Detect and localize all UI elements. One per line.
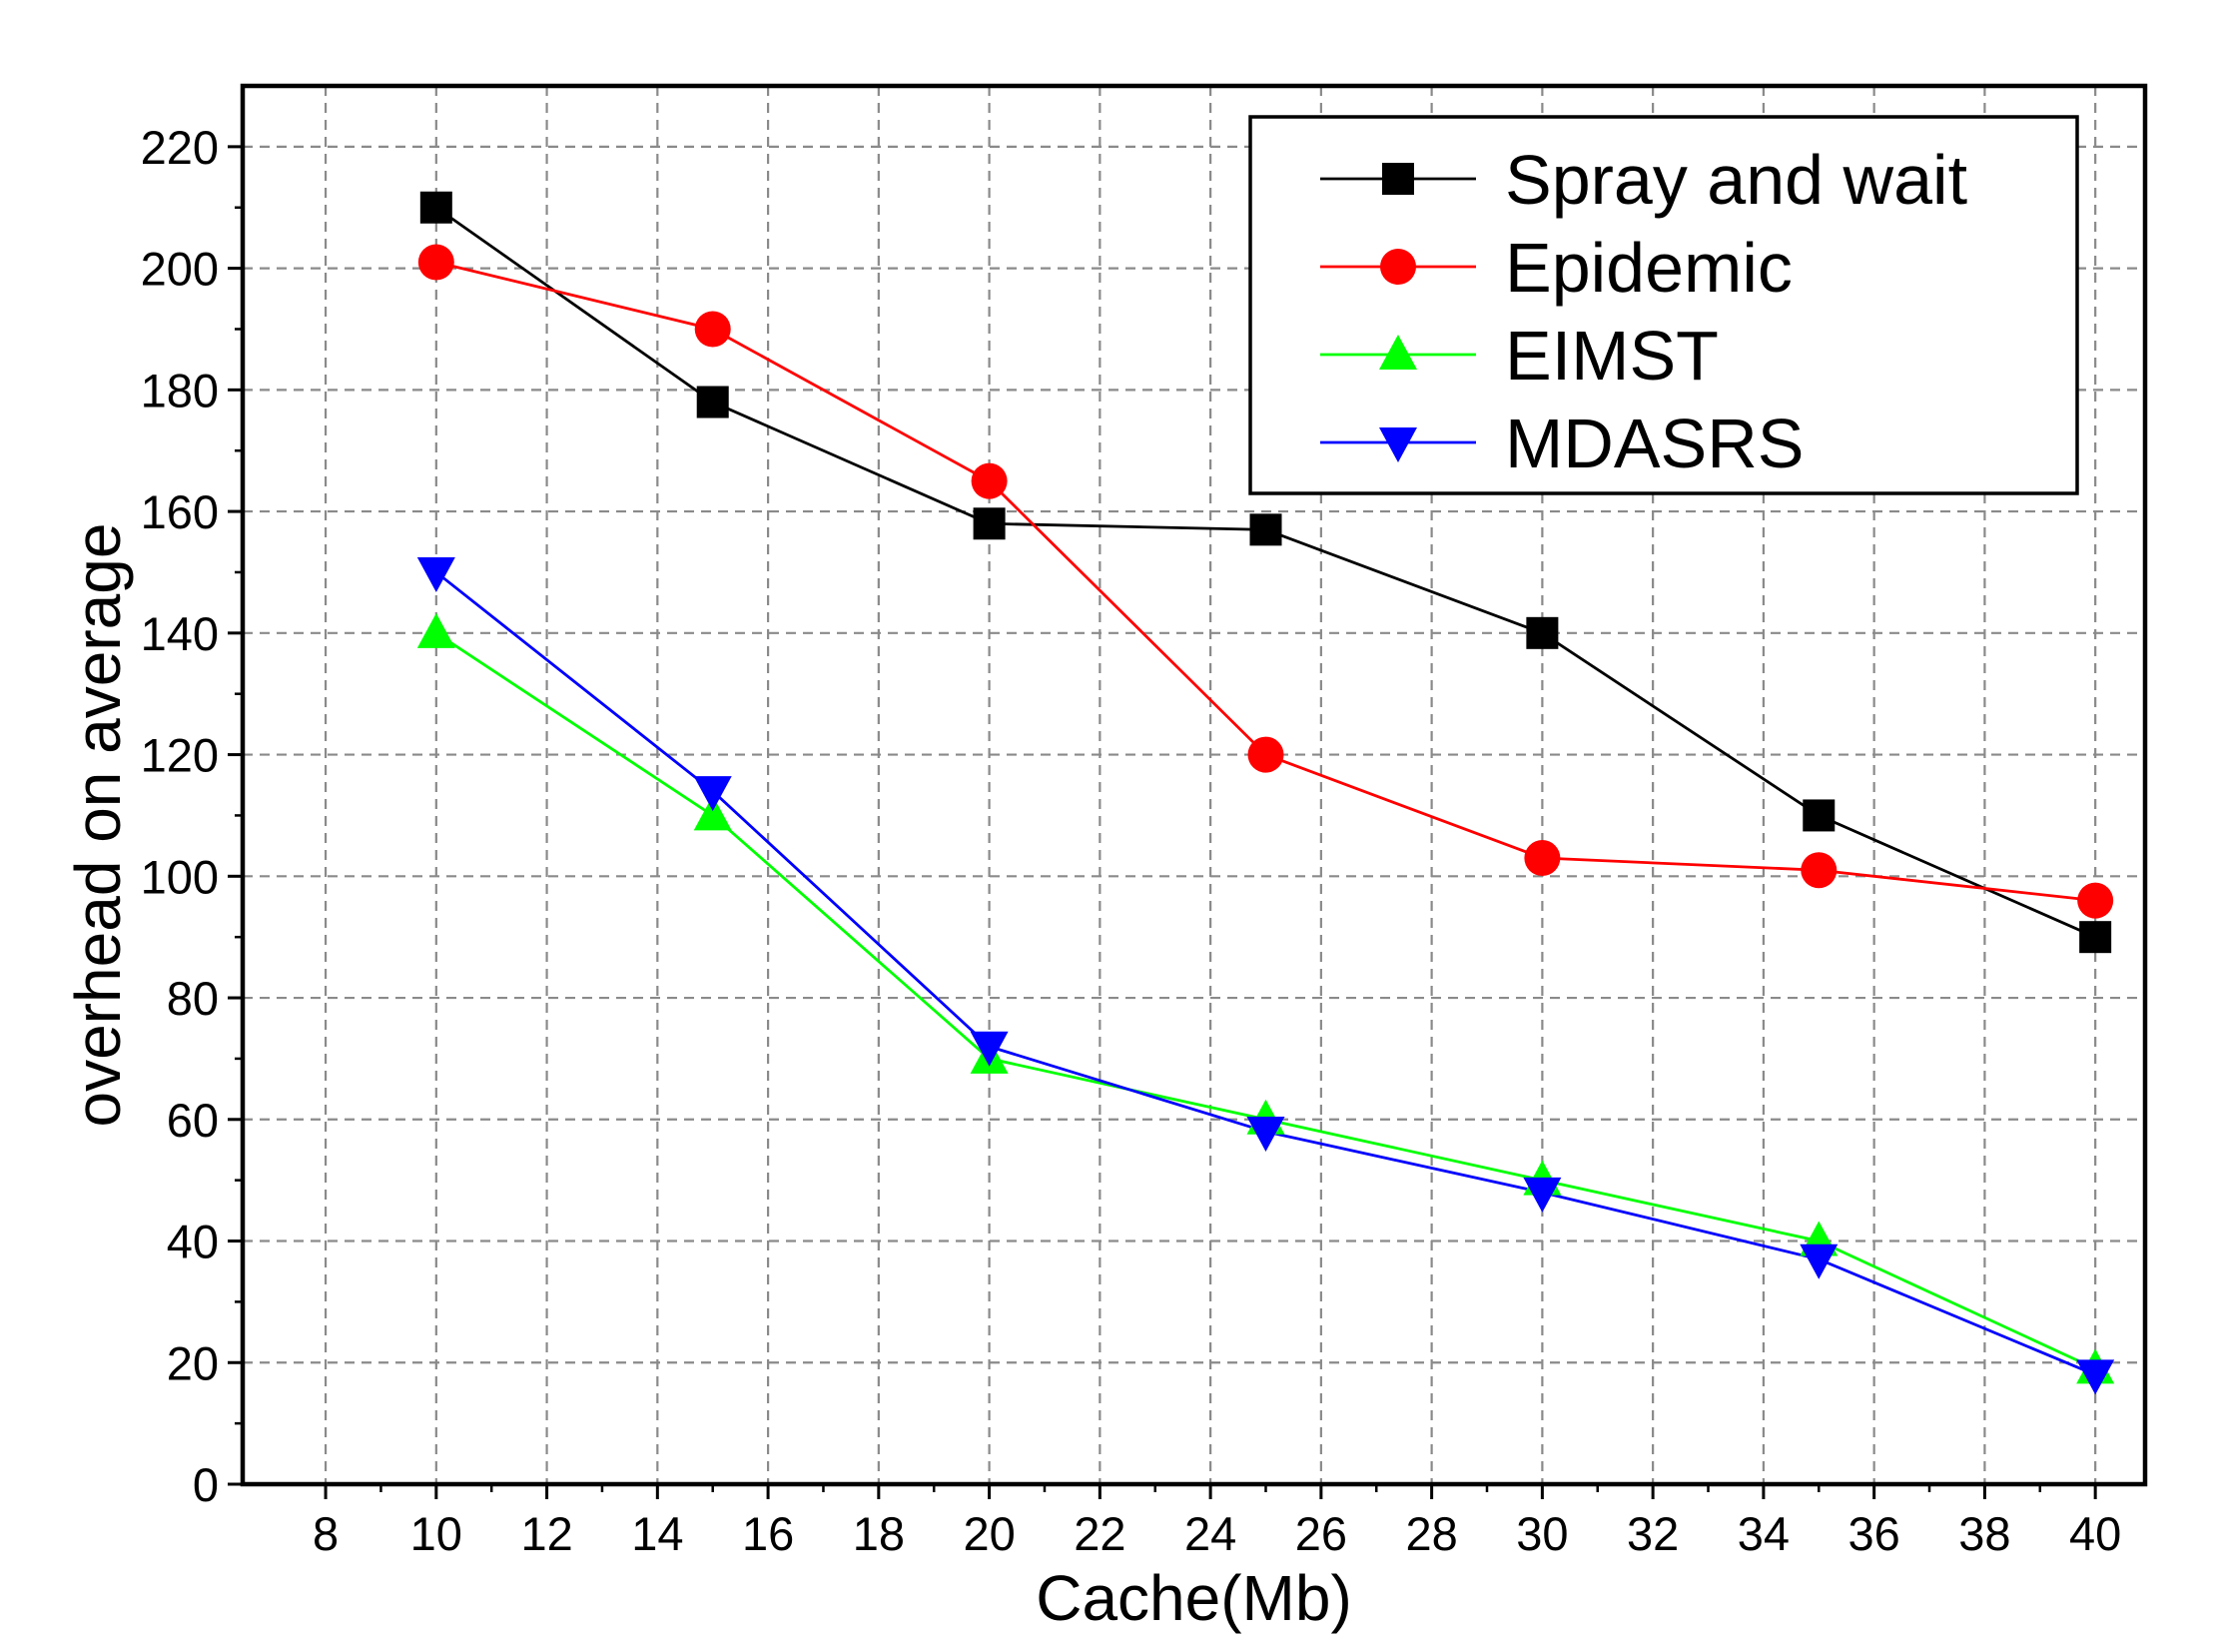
y-tick-label: 100 [141,850,219,903]
legend-label-mdasrs: MDASRS [1505,405,1804,482]
y-tick-label: 140 [141,607,219,660]
data-point-epidemic [2077,882,2114,919]
legend-label-eimst: EIMST [1505,317,1719,395]
axis-ticks [228,145,2097,1499]
x-tick-label: 10 [410,1507,462,1560]
data-point-epidemic [1524,840,1561,877]
gridlines [243,86,2145,1484]
x-tick-label: 26 [1295,1507,1347,1560]
data-point-spray-and-wait [1526,616,1559,649]
x-tick-label: 8 [313,1507,339,1560]
y-tick-label: 60 [167,1094,219,1147]
y-tick-label: 120 [141,729,219,782]
x-tick-label: 14 [631,1507,683,1560]
y-tick-label: 40 [167,1216,219,1268]
data-point-mdasrs [1800,1243,1839,1279]
x-tick-label: 30 [1516,1507,1568,1560]
data-point-spray-and-wait [2079,921,2112,954]
x-tick-label: 40 [2069,1507,2121,1560]
y-tick-label: 180 [141,364,219,416]
data-point-mdasrs [970,1031,1009,1067]
data-point-eimst [693,795,732,831]
legend-marker-spray-and-wait [1382,163,1414,195]
x-tick-label: 12 [520,1507,572,1560]
x-tick-label: 16 [742,1507,794,1560]
x-axis-title: Cache(Mb) [1036,1562,1352,1634]
x-tick-label: 32 [1627,1507,1679,1560]
data-point-mdasrs [693,776,732,812]
data-point-epidemic [1801,852,1838,889]
y-axis-title: overhead on average [62,523,134,1128]
legend-marker-epidemic [1380,249,1416,285]
legend-label-epidemic: Epidemic [1505,229,1793,307]
x-tick-label: 28 [1405,1507,1457,1560]
data-point-spray-and-wait [696,386,729,418]
y-tick-label: 20 [167,1336,219,1389]
y-tick-label: 220 [141,121,219,174]
data-point-epidemic [694,311,731,348]
x-tick-label: 20 [963,1507,1015,1560]
legend-label-spray-and-wait: Spray and wait [1505,141,1967,219]
x-tick-label: 34 [1738,1507,1790,1560]
x-tick-label: 22 [1074,1507,1125,1560]
data-point-epidemic [1247,736,1284,773]
data-point-mdasrs [2076,1359,2115,1395]
data-point-epidemic [971,462,1008,499]
legend-marker-mdasrs [1379,427,1417,462]
legend-marker-eimst [1379,335,1417,370]
data-point-mdasrs [416,556,455,592]
data-point-mdasrs [1523,1177,1562,1213]
tick-labels: 8 10 12 14 16 18 20 22 24 26 28 30 32 34 36 38 40 0 20 40 60… [141,121,2122,1560]
data-point-spray-and-wait [419,191,452,224]
data-point-spray-and-wait [1249,513,1282,546]
data-point-eimst [416,612,455,648]
data-point-mdasrs [1246,1116,1285,1152]
x-tick-label: 24 [1184,1507,1236,1560]
data-point-epidemic [417,244,454,281]
x-tick-label: 18 [853,1507,905,1560]
y-tick-label: 80 [167,972,219,1025]
y-tick-label: 0 [193,1458,219,1511]
legend: Spray and wait Epidemic EIMST MDASRS [1248,115,2079,495]
x-tick-label: 38 [1958,1507,2010,1560]
x-tick-label: 36 [1848,1507,1900,1560]
data-markers [416,191,2115,1395]
y-tick-label: 200 [141,243,219,296]
data-point-spray-and-wait [1803,799,1836,832]
y-tick-label: 160 [141,485,219,538]
plot-area-frame [240,83,2148,1487]
data-point-spray-and-wait [973,507,1006,540]
